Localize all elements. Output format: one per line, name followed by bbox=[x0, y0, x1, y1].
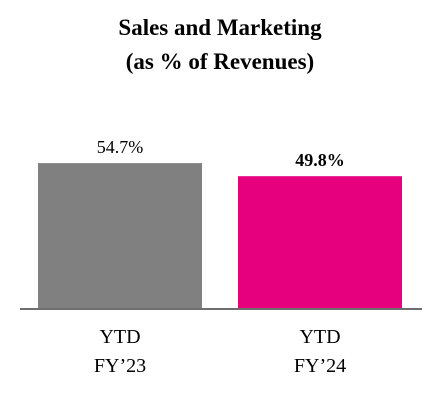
bar-1 bbox=[38, 163, 202, 309]
bar-1-value-label: 54.7% bbox=[97, 137, 144, 157]
bar-2-value-label: 49.8% bbox=[295, 150, 345, 170]
x-tick-label-2-line-1: YTD bbox=[299, 326, 340, 348]
bar-2 bbox=[238, 176, 402, 309]
chart-title-line-2: (as % of Revenues) bbox=[125, 49, 315, 74]
x-tick-label-1-line-1: YTD bbox=[99, 326, 140, 348]
chart-title-line-1: Sales and Marketing bbox=[118, 15, 322, 40]
x-tick-label-2-line-2: FY’24 bbox=[294, 355, 346, 377]
x-tick-label-1-line-2: FY’23 bbox=[94, 355, 146, 377]
